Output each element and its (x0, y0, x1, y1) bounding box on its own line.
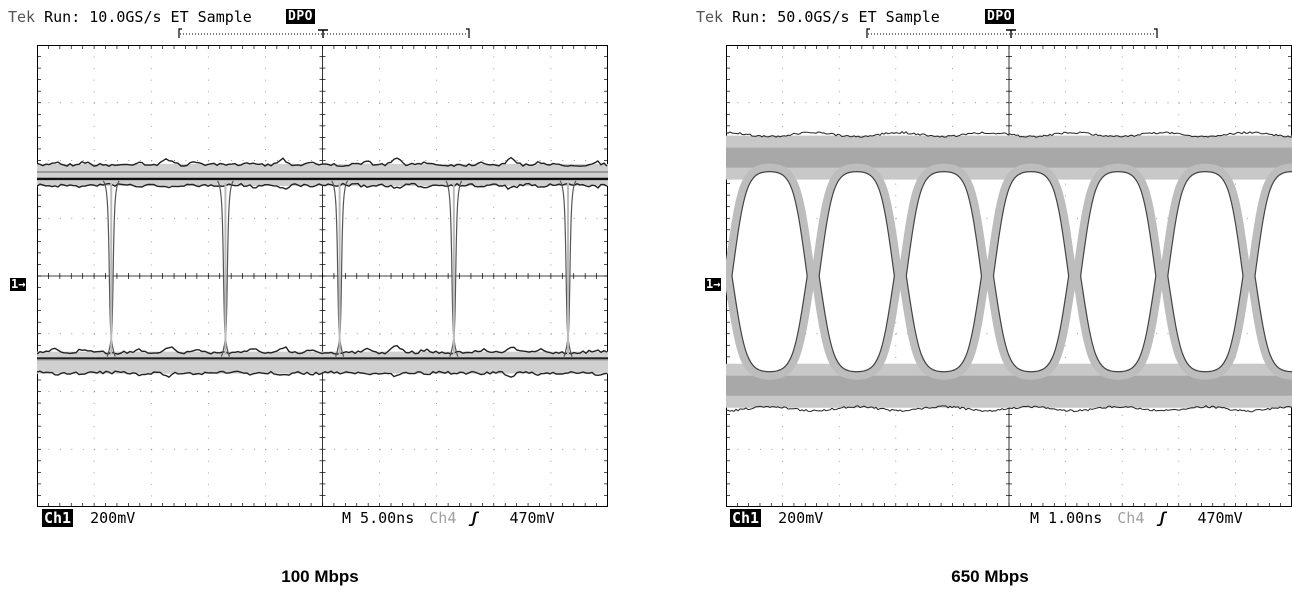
trigger-position-bar (178, 28, 470, 38)
eye-opening (1159, 163, 1252, 380)
trigger-channel: Ch4 (1117, 509, 1145, 527)
transition-edge (331, 180, 349, 357)
eye-opening (985, 163, 1077, 380)
acquisition-status: Run: 10.0GS/s ET Sample (44, 8, 252, 26)
scope-header: Tek Run: 50.0GS/s ET Sample (696, 8, 940, 26)
scope-header: Tek Run: 10.0GS/s ET Sample (8, 8, 252, 26)
eye-opening (726, 163, 816, 380)
time-per-div: M 1.00ns (1030, 509, 1103, 527)
transition-edge (216, 180, 234, 357)
scope-footer: Ch1 200mV (730, 509, 823, 527)
scope-graticule (37, 45, 608, 507)
trigger-slope-icon: ʃ (1157, 509, 1167, 527)
trigger-position-bar (866, 28, 1158, 38)
channel-label: Ch1 (730, 509, 762, 527)
brand-label: Tek (696, 8, 724, 26)
dpo-badge: DPO (985, 9, 1014, 24)
eye-trace (726, 131, 1292, 413)
transition-edge (102, 180, 120, 357)
eye-trace (37, 156, 608, 378)
volts-per-div: 200mV (90, 509, 136, 527)
acquisition-status: Run: 50.0GS/s ET Sample (732, 8, 940, 26)
eye-opening (1072, 163, 1164, 380)
graticule-grid (37, 45, 608, 507)
trigger-level: 470mV (509, 509, 555, 527)
trigger-channel: Ch4 (429, 509, 457, 527)
trigger-slope-icon: ʃ (469, 509, 479, 527)
scope-graticule (726, 45, 1292, 507)
channel-label: Ch1 (42, 509, 74, 527)
volts-per-div: 200mV (778, 509, 824, 527)
trigger-level: 470mV (1197, 509, 1243, 527)
time-per-div: M 5.00ns (342, 509, 415, 527)
channel-1-marker: 1→ (10, 277, 27, 291)
high-level-band (37, 156, 608, 191)
transition-edge (559, 180, 577, 357)
scope-panel-left: Tek Run: 10.0GS/s ET Sample DPO 1→ Ch1 2… (0, 0, 640, 597)
scope-footer-right: M 1.00ns Ch4 ʃ 470mV (1030, 509, 1243, 527)
eye-opening (898, 163, 990, 380)
eye-opening (811, 163, 903, 380)
dpo-badge: DPO (286, 9, 315, 24)
bitrate-caption: 100 Mbps (281, 567, 359, 586)
scope-footer: Ch1 200mV (42, 509, 135, 527)
bitrate-caption: 650 Mbps (951, 567, 1029, 586)
brand-label: Tek (8, 8, 36, 26)
scope-footer-right: M 5.00ns Ch4 ʃ 470mV (342, 509, 555, 527)
low-level-band (37, 344, 608, 378)
scope-panel-right: Tek Run: 50.0GS/s ET Sample DPO 1→ Ch1 2… (688, 0, 1292, 597)
eye-opening (1246, 163, 1292, 380)
channel-1-marker: 1→ (705, 277, 722, 291)
transition-edge (445, 180, 463, 357)
